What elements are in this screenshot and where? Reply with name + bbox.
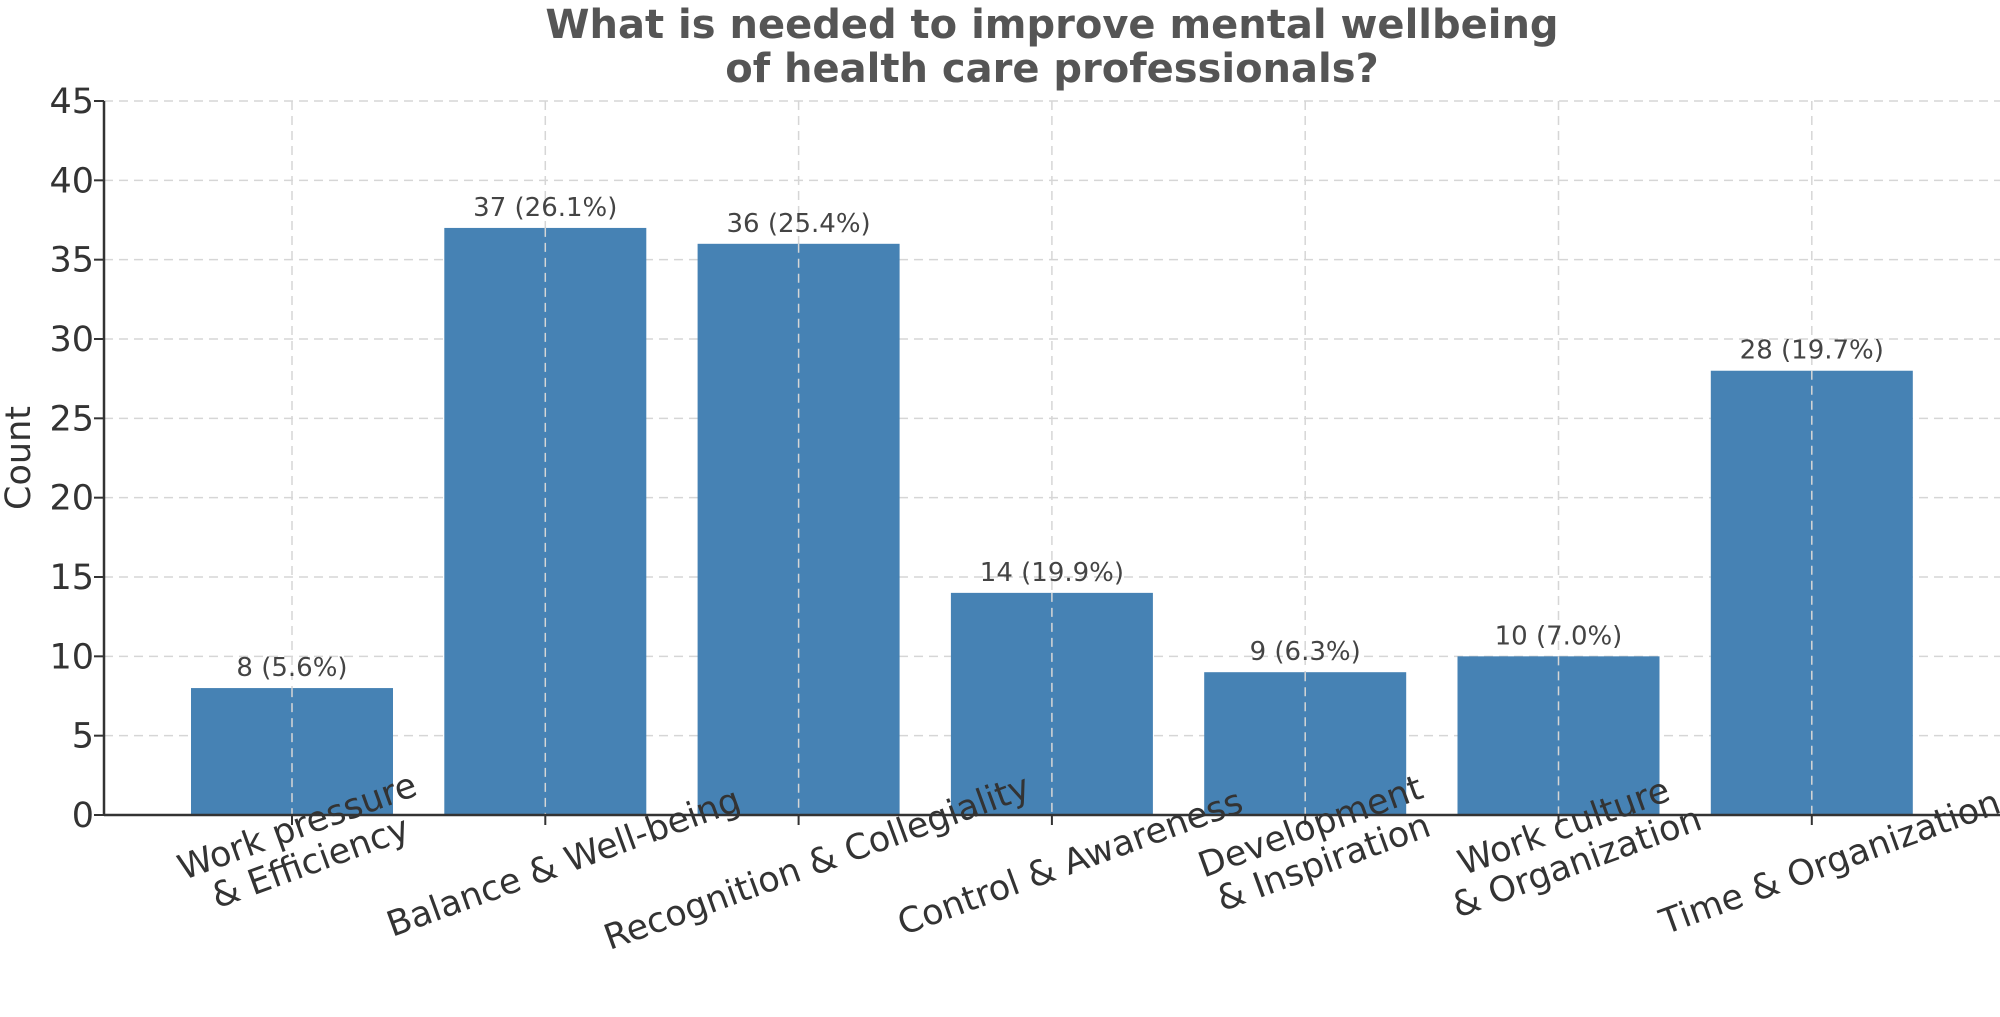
chart-title-line-1: What is needed to improve mental wellbei… [545, 2, 1558, 48]
y-ticks: 0 5 10 15 20 25 30 35 40 45 [49, 82, 104, 836]
grid [104, 100, 2000, 815]
y-tick-label: 0 [72, 796, 94, 836]
value-labels: 8 (5.6%) 37 (26.1%) 36 (25.4%) 14 (19.9%) 9 … [236, 193, 1883, 683]
y-tick-label: 15 [49, 558, 94, 598]
y-tick-label: 20 [49, 479, 94, 519]
y-axis-label: Count [0, 406, 39, 510]
bar-value-label: 28 (19.7%) [1740, 336, 1884, 366]
chart-title-line-2: of health care professionals? [725, 46, 1379, 92]
bar-value-label: 8 (5.6%) [236, 653, 347, 683]
bar [1710, 370, 1913, 815]
y-tick-label: 5 [72, 717, 94, 757]
bar-value-label: 10 (7.0%) [1495, 621, 1623, 651]
y-tick-label: 40 [49, 161, 94, 201]
y-tick-label: 35 [49, 241, 94, 281]
bars [191, 227, 1913, 816]
bar-value-label: 36 (25.4%) [726, 209, 870, 239]
y-tick-label: 25 [49, 399, 94, 439]
bar-value-label: 14 (19.9%) [980, 558, 1124, 588]
y-tick-label: 10 [49, 637, 94, 677]
y-tick-label: 45 [49, 82, 94, 122]
bar-value-label: 37 (26.1%) [473, 193, 617, 223]
y-tick-label: 30 [49, 320, 94, 360]
bar-value-label: 9 (6.3%) [1250, 637, 1361, 667]
